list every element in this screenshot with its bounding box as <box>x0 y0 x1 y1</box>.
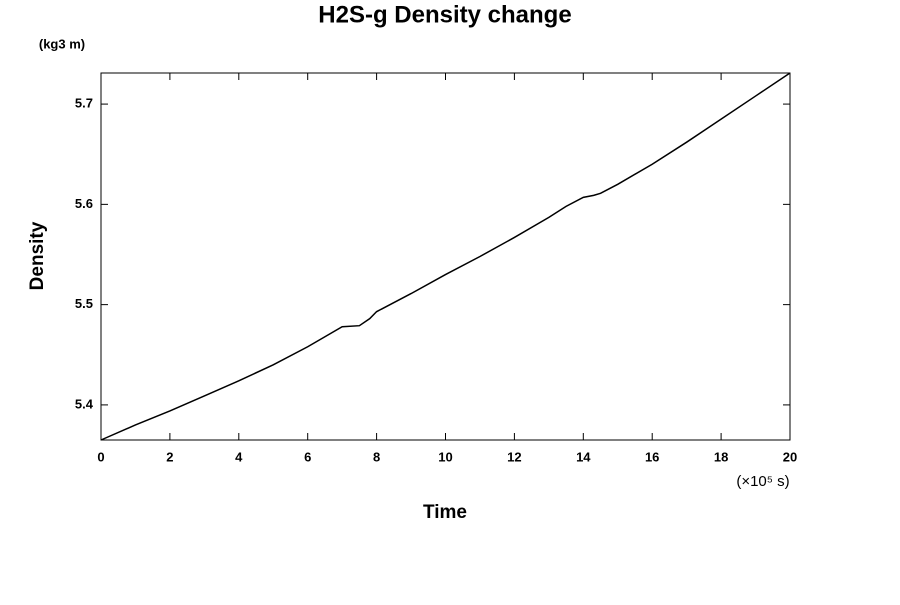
y-axis-label: Density <box>27 221 48 290</box>
y-tick-label: 5.6 <box>75 196 93 211</box>
y-tick-label: 5.4 <box>75 396 94 411</box>
chart-title: H2S-g Density change <box>318 1 571 28</box>
data-line <box>100 72 791 441</box>
x-tick-label: 6 <box>304 449 311 464</box>
x-tick-label: 14 <box>576 449 591 464</box>
y-tick-label: 5.7 <box>75 96 93 111</box>
x-tick-label: 4 <box>235 449 243 464</box>
x-unit: (×10⁵ s) <box>736 473 789 490</box>
x-tick-label: 2 <box>166 449 173 464</box>
x-tick-label: 10 <box>438 449 452 464</box>
x-tick-label: 18 <box>714 449 728 464</box>
x-tick-label: 20 <box>783 449 797 464</box>
y-unit: (kg3 m) <box>39 36 85 51</box>
x-axis-label: Time <box>423 502 467 523</box>
x-tick-label: 16 <box>645 449 659 464</box>
x-tick-label: 8 <box>373 449 380 464</box>
x-tick-label: 12 <box>507 449 521 464</box>
x-tick-label: 0 <box>97 449 104 464</box>
y-tick-label: 5.5 <box>75 296 93 311</box>
plot-frame <box>100 72 791 441</box>
